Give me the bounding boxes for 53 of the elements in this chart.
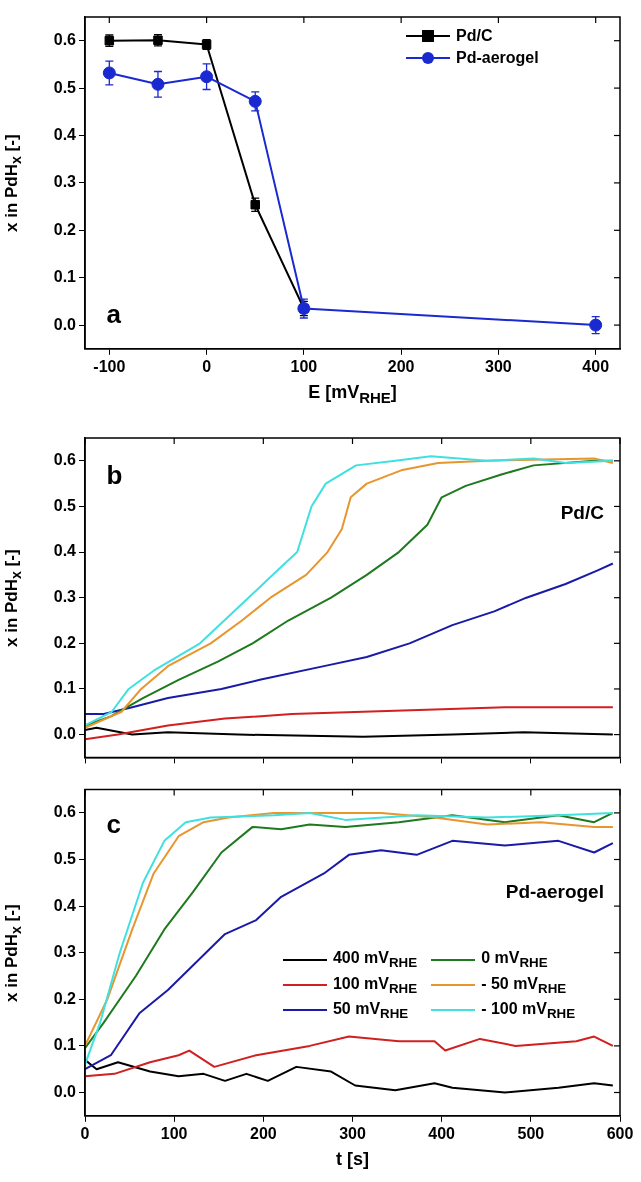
y-tick-label: 0.2 — [53, 633, 77, 651]
y-tick-label: 0.6 — [53, 31, 77, 49]
point — [151, 77, 165, 91]
legend-label: 0 mV$_{RHE}$ — [481, 949, 548, 971]
point — [102, 66, 116, 80]
annotation: Pd/C — [560, 501, 604, 524]
y-tick-label: 0.4 — [53, 125, 77, 143]
annotation: b — [106, 460, 123, 492]
legend-label: 100 mV$_{RHE}$ — [332, 974, 418, 996]
y-tick-label: 0.0 — [53, 315, 77, 333]
legend-label: Pd-aerogel — [456, 49, 539, 67]
legend-label: Pd/C — [456, 27, 493, 45]
x-axis-title: t [s] — [336, 1149, 369, 1170]
y-tick-label: 0.6 — [53, 803, 77, 821]
y-tick-label: 0.3 — [53, 943, 77, 961]
x-axis-title: E [mV$_{RHE}$] — [308, 382, 397, 406]
y-tick-label: 0.5 — [53, 849, 77, 867]
y-tick-label: 0.2 — [53, 989, 77, 1007]
annotation: c — [106, 809, 121, 841]
y-tick-label: 0.0 — [53, 1082, 77, 1100]
x-tick-label: 400 — [582, 357, 610, 375]
legend-label: - 100 mV$_{RHE}$ — [481, 999, 576, 1021]
x-tick-label: -100 — [93, 357, 126, 375]
y-tick-label: 0.3 — [53, 588, 77, 606]
point — [200, 70, 214, 84]
x-tick-label: 200 — [249, 1124, 277, 1142]
y-tick-label: 0.1 — [53, 679, 77, 697]
x-tick-label: 500 — [517, 1124, 545, 1142]
y-tick-label: 0.3 — [53, 173, 77, 191]
y-tick-label: 0.0 — [53, 724, 77, 742]
y-tick-label: 0.6 — [53, 451, 77, 469]
x-tick-label: 400 — [428, 1124, 456, 1142]
y-tick-label: 0.1 — [53, 1036, 77, 1054]
point — [248, 94, 262, 108]
y-tick-label: 0.1 — [53, 268, 77, 286]
y-tick-label: 0.2 — [53, 220, 77, 238]
annotation: a — [106, 299, 121, 331]
y-tick-label: 0.5 — [53, 496, 77, 514]
x-tick-label: 600 — [606, 1124, 634, 1142]
x-tick-label: 300 — [339, 1124, 366, 1142]
x-tick-label: 300 — [485, 357, 512, 375]
x-tick-label: 200 — [387, 357, 415, 375]
y-tick-label: 0.5 — [53, 78, 77, 96]
legend-label: 400 mV$_{RHE}$ — [332, 949, 418, 971]
y-tick-label: 0.4 — [53, 542, 77, 560]
x-tick-label: 0 — [202, 357, 212, 375]
legend-label: - 50 mV$_{RHE}$ — [481, 974, 567, 996]
legend-label: 50 mV$_{RHE}$ — [332, 999, 409, 1021]
annotation: Pd-aerogel — [505, 880, 604, 903]
y-tick-label: 0.4 — [53, 896, 77, 914]
x-tick-label: 100 — [160, 1124, 188, 1142]
x-tick-label: 0 — [80, 1124, 90, 1142]
x-tick-label: 100 — [290, 357, 318, 375]
